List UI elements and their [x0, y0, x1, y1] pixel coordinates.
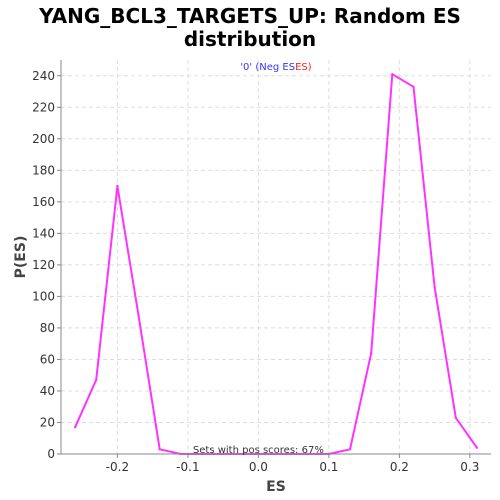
x-tick-label: 0.3 — [460, 460, 479, 474]
x-tick-label: 0.0 — [249, 460, 268, 474]
y-tick-label: 240 — [32, 69, 55, 83]
series-point — [412, 85, 415, 88]
y-tick-label: 20 — [40, 415, 55, 429]
chart-title-line2: distribution — [183, 27, 317, 51]
y-tick-label: 180 — [32, 163, 55, 177]
y-tick-label: 60 — [40, 352, 55, 366]
series-point — [391, 72, 394, 76]
y-tick-label: 40 — [40, 384, 55, 398]
legend-prefix: '0' ( — [240, 62, 259, 73]
series-point — [116, 184, 119, 188]
axes — [60, 60, 491, 455]
y-tick-label: 140 — [32, 226, 55, 240]
legend-neg-label: Neg ES — [259, 62, 295, 73]
series-point — [454, 416, 457, 419]
y-tick-label: 0 — [47, 447, 55, 461]
x-axis-label: ES — [266, 479, 286, 495]
series-point — [95, 378, 98, 382]
y-tick-label: 220 — [32, 100, 55, 114]
legend-pos-label: ES — [295, 62, 308, 73]
series-point — [73, 426, 77, 429]
series-point — [369, 351, 373, 355]
series-point — [433, 285, 436, 289]
plot-area — [61, 60, 491, 454]
y-tick-label: 80 — [40, 321, 55, 335]
ticks: -0.2 -0.1 0.0 0.1 0.2 0.3 0 20 40 60 80 100 120 140 16… — [32, 69, 479, 474]
y-tick-label: 200 — [32, 132, 55, 146]
series-point — [348, 448, 352, 451]
x-tick-label: -0.1 — [176, 460, 199, 474]
legend: '0' (Neg ESES) — [240, 62, 311, 73]
x-tick-label: 0.2 — [390, 460, 409, 474]
pos-scores-annotation: Sets with pos scores: 67% — [193, 445, 324, 456]
legend-suffix: ) — [308, 62, 312, 73]
x-tick-label: -0.2 — [106, 460, 129, 474]
series-point — [158, 448, 161, 451]
y-axis-label: P(ES) — [13, 236, 29, 279]
series-point — [475, 446, 479, 449]
series-point — [137, 314, 140, 317]
y-tick-label: 160 — [32, 195, 55, 209]
y-tick-label: 100 — [32, 289, 55, 303]
y-tick-label: 120 — [32, 258, 55, 272]
chart-title-line1: YANG_BCL3_TARGETS_UP: Random ES — [39, 4, 461, 28]
x-tick-label: 0.1 — [319, 460, 338, 474]
